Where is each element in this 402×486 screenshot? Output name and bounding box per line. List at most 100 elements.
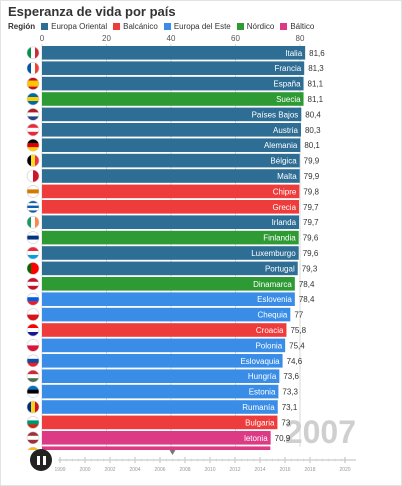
flag-stripe [27, 93, 39, 98]
bar [42, 123, 301, 137]
bar [42, 215, 300, 229]
bar [42, 61, 305, 75]
flag-outline [26, 169, 40, 183]
legend-item[interactable]: Europa del Este [163, 22, 231, 31]
flag-icon [27, 139, 39, 152]
bar-category-label: Rumanía [242, 403, 275, 412]
bar-category-label: Lituania [239, 449, 268, 450]
bar-category-label: Polonia [255, 341, 282, 350]
timeline-year-label: 2014 [254, 467, 265, 473]
bar-value-label: 80,3 [305, 126, 321, 135]
flag-stripe [27, 170, 34, 182]
flag-icon [27, 216, 39, 229]
bar [42, 107, 302, 122]
bar [42, 323, 287, 337]
timeline-handle [169, 450, 176, 455]
bar-category-label: Bulgaria [245, 418, 275, 427]
flag-outline [26, 431, 40, 445]
flag-icon [27, 324, 39, 336]
legend-label: Balcánico [123, 22, 158, 31]
bar-category-label: Estonia [249, 388, 276, 397]
bar [42, 169, 300, 183]
flag-icon [27, 46, 39, 59]
legend-item[interactable]: Europa Oriental [41, 22, 107, 31]
flag-icon [27, 370, 39, 383]
legend-item[interactable]: Nórdico [236, 22, 274, 31]
flag-outline [26, 339, 40, 352]
flag-outline [26, 369, 40, 383]
pause-icon [36, 455, 40, 465]
bar [42, 431, 271, 445]
pause-button[interactable] [30, 449, 52, 471]
flag-stripe [27, 62, 32, 75]
bar-value-label: 73,3 [282, 388, 298, 397]
flag-stripe [27, 308, 39, 315]
flag-outline [26, 262, 40, 275]
flag-outline [26, 323, 40, 337]
flag-outline [26, 123, 40, 137]
flag-stripe [35, 401, 39, 413]
flag-stripe [35, 216, 39, 229]
timeline-year-label: 2008 [179, 467, 190, 473]
flag-stripe [27, 339, 39, 346]
flag-icon [27, 170, 39, 182]
timeline-year-label: 2016 [279, 467, 290, 473]
bar-value-label: 79,9 [304, 157, 320, 166]
flag-icon [27, 293, 39, 306]
timeline-year-label: 2006 [154, 467, 165, 473]
bar-category-label: Eslovenia [257, 295, 292, 304]
flag-stripe [35, 62, 39, 75]
legend-label: Europa Oriental [51, 22, 108, 31]
bar-category-label: Portugal [265, 264, 295, 273]
flag-stripe [27, 235, 39, 240]
flag-stripe [27, 46, 32, 59]
bar-category-label: Suecia [276, 95, 301, 104]
flag-stripe [27, 154, 32, 167]
flag-icon [27, 200, 39, 213]
bar [42, 261, 298, 276]
legend-item[interactable]: Báltico [280, 22, 314, 31]
flag-outline [26, 400, 40, 414]
flag-stripe [27, 216, 32, 229]
flag-stripe [27, 123, 39, 128]
flag-outline [26, 185, 40, 198]
flag-stripe [27, 424, 39, 429]
pause-icon [42, 455, 46, 465]
flag-outline [26, 92, 40, 106]
legend-item[interactable]: Balcánico [113, 22, 158, 31]
bar [42, 200, 300, 214]
legend: Región Europa Oriental Balcánico Europa … [8, 22, 320, 31]
x-tick-label: 20 [102, 34, 111, 43]
timeline-slider[interactable]: 1999 2000 2002 2004 2006 2008 2010 2012 2014 2016… [0, 445, 402, 485]
bar-value-label: 79,6 [303, 234, 319, 243]
bar [42, 384, 279, 399]
flag-icon [27, 277, 39, 290]
flag-stripe [27, 97, 39, 102]
flag-icon [27, 262, 39, 275]
flag-icon [27, 247, 39, 259]
bar [42, 415, 278, 430]
flag-stripe [27, 108, 39, 113]
flag-stripe [27, 345, 39, 352]
flag-outline [26, 416, 40, 429]
flag-stripe [27, 354, 39, 359]
flag-outline [26, 292, 40, 306]
flag-stripe [27, 239, 39, 244]
flag-stripe [27, 420, 39, 425]
flag-stripe [27, 297, 39, 302]
flag-stripe [27, 378, 39, 383]
x-tick-label: 80 [296, 34, 305, 43]
flag-stripe [31, 46, 36, 59]
timeline-year-label: 1999 [54, 467, 65, 473]
flag-stripe [27, 247, 39, 252]
bar-value-label: 80,4 [305, 110, 321, 119]
flag-outline [26, 308, 40, 321]
bar [42, 184, 300, 199]
flag-icon [27, 154, 39, 167]
x-tick-label: 40 [167, 34, 176, 43]
flag-outline [26, 108, 40, 121]
bar-category-label: Luxemburgo [251, 249, 296, 258]
flag-outline [26, 46, 40, 60]
bar-category-label: Croacia [256, 326, 284, 335]
flag-stripe [27, 301, 39, 306]
